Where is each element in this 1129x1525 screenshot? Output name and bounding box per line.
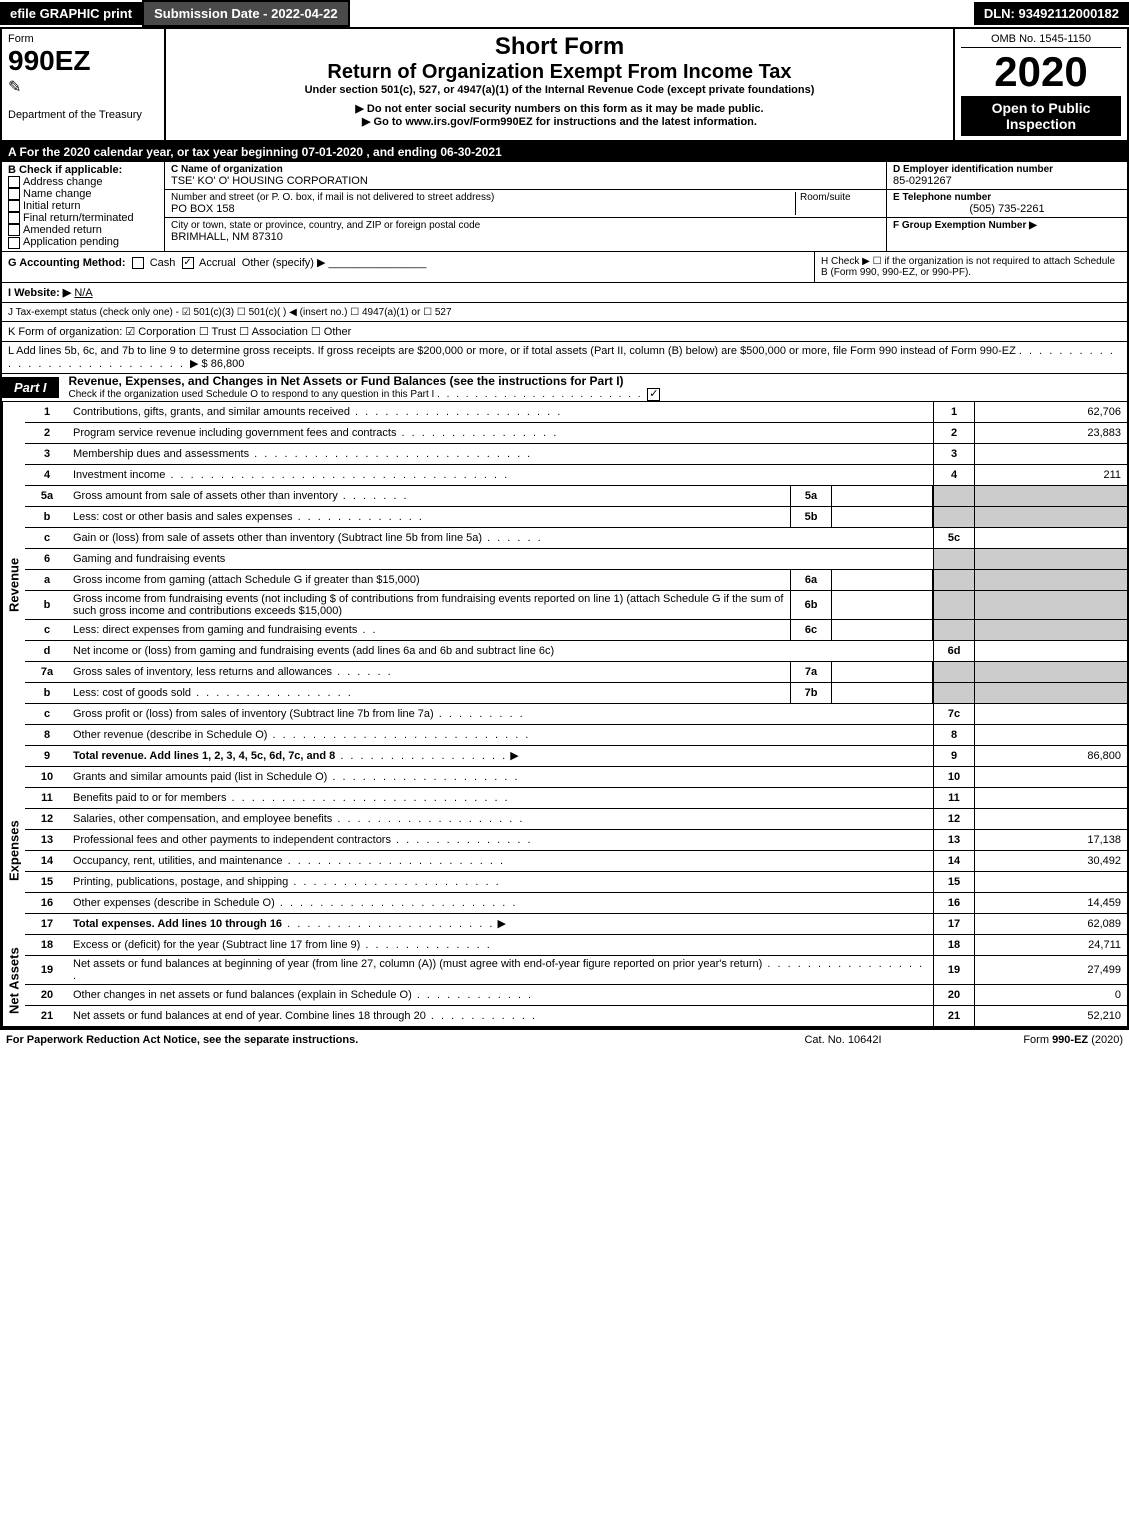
lbl-name-change: Name change [23, 188, 92, 200]
part1-title: Revenue, Expenses, and Changes in Net As… [59, 374, 1127, 388]
check-address-change[interactable] [8, 176, 20, 188]
tax-year: 2020 [961, 48, 1121, 96]
ein-label: D Employer identification number [893, 164, 1121, 175]
line-9-val: 86,800 [974, 746, 1127, 766]
line-16-val: 14,459 [974, 893, 1127, 913]
check-initial-return[interactable] [8, 200, 20, 212]
expenses-label: Expenses [2, 767, 25, 935]
note-link: ▶ Go to www.irs.gov/Form990EZ for instru… [172, 115, 947, 128]
footer-mid: Cat. No. 10642I [743, 1034, 943, 1046]
line-2-val: 23,883 [974, 423, 1127, 443]
lbl-cash: Cash [150, 257, 176, 269]
website-label: I Website: ▶ [8, 287, 71, 299]
line-7c-val [974, 704, 1127, 724]
accounting-method-label: G Accounting Method: [8, 257, 126, 269]
check-final-return[interactable] [8, 212, 20, 224]
line-3-val [974, 444, 1127, 464]
line-20-val: 0 [974, 985, 1127, 1005]
footer-right: Form 990-EZ (2020) [943, 1034, 1123, 1046]
lbl-final-return: Final return/terminated [23, 212, 134, 224]
line-15-val [974, 872, 1127, 892]
org-name: TSE' KO' O' HOUSING CORPORATION [171, 175, 880, 187]
check-accrual[interactable] [182, 257, 194, 269]
netassets-section: Net Assets 18Excess or (deficit) for the… [0, 935, 1129, 1028]
phone-label: E Telephone number [893, 192, 1121, 203]
dln-label: DLN: 93492112000182 [974, 2, 1129, 25]
lbl-address-change: Address change [23, 176, 103, 188]
lbl-other: Other (specify) ▶ [242, 257, 326, 269]
page-footer: For Paperwork Reduction Act Notice, see … [0, 1028, 1129, 1050]
subtitle: Under section 501(c), 527, or 4947(a)(1)… [172, 84, 947, 96]
check-name-change[interactable] [8, 188, 20, 200]
part1-check-text: Check if the organization used Schedule … [69, 389, 435, 400]
form-label: Form [8, 33, 158, 45]
part1-badge: Part I [2, 377, 59, 398]
lbl-application-pending: Application pending [23, 236, 119, 248]
phone-value: (505) 735-2261 [893, 203, 1121, 215]
org-info-row: B Check if applicable: Address change Na… [0, 162, 1129, 252]
netassets-label: Net Assets [2, 935, 25, 1026]
room-label: Room/suite [795, 192, 880, 215]
expenses-section: Expenses 10Grants and similar amounts pa… [0, 767, 1129, 935]
lbl-initial-return: Initial return [23, 200, 80, 212]
submission-date: Submission Date - 2022-04-22 [142, 0, 350, 27]
lbl-accrual: Accrual [199, 257, 236, 269]
part1-header: Part I Revenue, Expenses, and Changes in… [0, 374, 1129, 402]
footer-left: For Paperwork Reduction Act Notice, see … [6, 1034, 743, 1046]
line-19-val: 27,499 [974, 956, 1127, 984]
line-5c-val [974, 528, 1127, 548]
tax-period: A For the 2020 calendar year, or tax yea… [0, 142, 1129, 162]
line-10-val [974, 767, 1127, 787]
line-1-val: 62,706 [974, 402, 1127, 422]
part1-schedule-o-check[interactable] [647, 388, 660, 401]
check-cash[interactable] [132, 257, 144, 269]
line-4-val: 211 [974, 465, 1127, 485]
line-13-val: 17,138 [974, 830, 1127, 850]
name-label: C Name of organization [171, 164, 880, 175]
line-18-val: 24,711 [974, 935, 1127, 955]
line-11-val [974, 788, 1127, 808]
inspection-box: Open to Public Inspection [961, 96, 1121, 136]
section-l: L Add lines 5b, 6c, and 7b to line 9 to … [0, 342, 1129, 374]
ein-value: 85-0291267 [893, 175, 1121, 187]
section-b-heading: B Check if applicable: [8, 164, 158, 176]
form-number: 990EZ [8, 45, 158, 77]
city-label: City or town, state or province, country… [171, 220, 880, 231]
revenue-label: Revenue [2, 402, 25, 767]
form-header: Form 990EZ ✎ Department of the Treasury … [0, 29, 1129, 142]
section-k: K Form of organization: ☑ Corporation ☐ … [0, 322, 1129, 342]
section-j: J Tax-exempt status (check only one) - ☑… [0, 303, 1129, 322]
line-17-val: 62,089 [974, 914, 1127, 934]
omb-number: OMB No. 1545-1150 [961, 33, 1121, 48]
line-8-val [974, 725, 1127, 745]
line-14-val: 30,492 [974, 851, 1127, 871]
org-city: BRIMHALL, NM 87310 [171, 231, 880, 243]
section-h: H Check ▶ ☐ if the organization is not r… [814, 252, 1127, 282]
check-amended-return[interactable] [8, 224, 20, 236]
addr-label: Number and street (or P. O. box, if mail… [171, 192, 795, 203]
line-6d-val [974, 641, 1127, 661]
main-title: Return of Organization Exempt From Incom… [172, 61, 947, 84]
dept-label: Department of the Treasury [8, 109, 158, 121]
short-form-title: Short Form [172, 33, 947, 61]
efile-label: efile GRAPHIC print [0, 2, 142, 25]
website-value: N/A [74, 287, 92, 299]
note-ssn: ▶ Do not enter social security numbers o… [172, 102, 947, 115]
lbl-amended-return: Amended return [23, 224, 102, 236]
top-bar: efile GRAPHIC print Submission Date - 20… [0, 0, 1129, 29]
check-application-pending[interactable] [8, 237, 20, 249]
revenue-section: Revenue 1Contributions, gifts, grants, a… [0, 402, 1129, 767]
group-exemption-label: F Group Exemption Number ▶ [893, 220, 1121, 231]
org-address: PO BOX 158 [171, 203, 795, 215]
line-21-val: 52,210 [974, 1006, 1127, 1026]
line-12-val [974, 809, 1127, 829]
